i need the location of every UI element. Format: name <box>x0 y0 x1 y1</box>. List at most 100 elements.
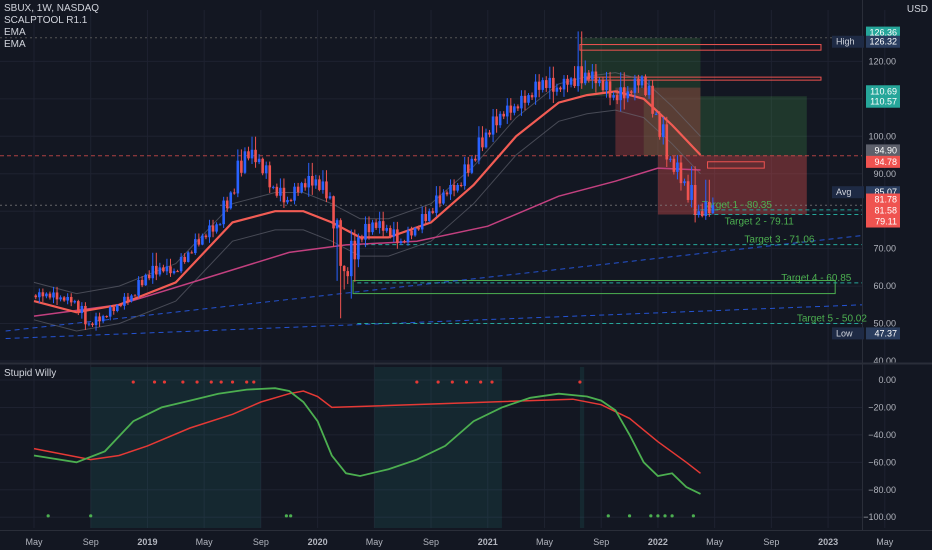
candle-body <box>527 95 530 103</box>
candle-body <box>470 158 474 173</box>
candle-body <box>240 160 243 173</box>
candle-body <box>442 192 445 204</box>
candle-body <box>229 192 233 209</box>
candle-body <box>552 77 555 92</box>
candle-body <box>296 186 300 193</box>
candle-body <box>686 181 690 200</box>
candle-body <box>123 296 126 306</box>
price-label-box <box>866 204 900 217</box>
price-label-box <box>866 327 900 340</box>
x-tick-label: Sep <box>423 537 439 547</box>
candle-body <box>587 72 591 80</box>
osc-marker-top <box>131 380 135 384</box>
candle-body <box>211 225 215 232</box>
grid-lines <box>0 10 886 528</box>
candle-body <box>264 165 268 174</box>
candle-body <box>576 66 580 87</box>
osc-marker-top <box>479 380 483 384</box>
candle-body <box>573 78 576 87</box>
currency-label: USD <box>906 4 928 15</box>
price-label-box <box>866 35 900 48</box>
candle-body <box>622 87 626 99</box>
candle-body <box>388 228 392 237</box>
x-tick-label: May <box>366 537 384 547</box>
candle-body <box>332 196 335 229</box>
candle-body <box>626 91 630 99</box>
symbol-legend[interactable]: SBUX, 1W, NASDAQ <box>4 3 100 14</box>
candle-body <box>417 228 420 230</box>
candle-body <box>491 116 495 135</box>
candle-body <box>484 132 488 148</box>
price-label-box <box>866 215 900 228</box>
candle-body <box>544 80 548 88</box>
price-label: 110.57 <box>870 97 897 107</box>
osc-marker-top <box>464 380 469 384</box>
candle-body <box>598 80 601 84</box>
candle-body <box>222 200 225 225</box>
candle-body <box>591 71 594 80</box>
osc-marker-bottom <box>649 514 653 518</box>
candle-body <box>126 296 130 302</box>
candle-body <box>119 304 123 306</box>
candle-body <box>80 305 84 314</box>
candle-body <box>55 292 59 300</box>
oscillator-legend[interactable]: Stupid Willy <box>4 368 57 379</box>
candle-body <box>495 116 498 126</box>
candle-body <box>325 181 328 199</box>
candle-body <box>396 229 399 244</box>
price-label: 126.36 <box>869 28 897 38</box>
candle-body <box>279 187 282 196</box>
resistance-box <box>707 161 765 169</box>
candle-body <box>647 85 651 96</box>
candle-body <box>654 113 658 115</box>
price-label: 81.58 <box>874 205 897 215</box>
candle-body <box>98 316 101 322</box>
candle-body <box>619 87 622 101</box>
candle-body <box>236 160 240 194</box>
candle-body <box>155 265 158 275</box>
candle-body <box>509 105 513 113</box>
candle-body <box>477 137 481 161</box>
candle-body <box>640 76 644 86</box>
trend-line-lower <box>5 304 863 340</box>
candle-body <box>474 158 477 161</box>
candle-body <box>615 95 619 101</box>
candle-body <box>438 195 442 204</box>
candle-body <box>34 295 38 298</box>
candle-body <box>452 184 456 191</box>
osc-marker-bottom <box>670 514 674 518</box>
candle-body <box>661 124 665 138</box>
price-label: 79.11 <box>875 217 897 227</box>
candle-body <box>250 149 254 159</box>
osc-shade-zone <box>374 367 502 528</box>
candle-body <box>676 162 679 172</box>
candle-body <box>683 181 686 184</box>
candle-body <box>637 78 640 86</box>
osc-main-line <box>33 387 701 495</box>
candle-body <box>77 301 80 314</box>
indicator-legend-ema-2[interactable]: EMA <box>4 39 26 50</box>
candle-body <box>346 271 350 277</box>
candle-body <box>62 297 66 301</box>
osc-y-tick-label: −40.00 <box>868 430 896 440</box>
osc-marker-top <box>162 380 167 384</box>
candle-body <box>208 225 211 238</box>
candle-body <box>502 113 506 117</box>
x-tick-label: May <box>876 537 894 547</box>
osc-y-tick-label: −20.00 <box>868 402 896 412</box>
osc-marker-top <box>450 380 454 384</box>
ema-band-lower <box>33 109 701 332</box>
candle-body <box>562 78 566 90</box>
candle-body <box>513 106 516 113</box>
osc-marker-top <box>415 380 419 384</box>
price-label: 94.78 <box>874 157 897 167</box>
osc-marker-top <box>578 380 582 384</box>
candle-body <box>466 164 470 173</box>
candle-body <box>243 151 247 173</box>
candle-body <box>505 105 509 117</box>
osc-marker-top <box>152 380 157 384</box>
indicator-legend-scalptool[interactable]: SCALPTOOL R1.1 <box>4 15 88 26</box>
indicator-legend-ema-1[interactable]: EMA <box>4 27 26 38</box>
